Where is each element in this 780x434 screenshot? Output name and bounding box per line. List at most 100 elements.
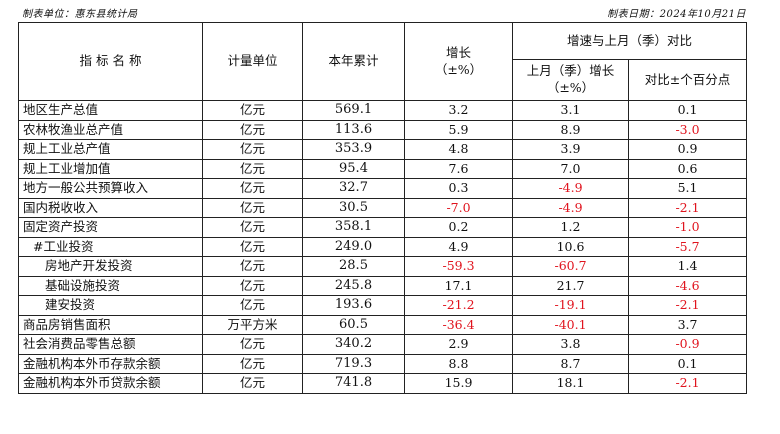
cell-growth: 3.2 — [404, 100, 513, 121]
issuer-label: 制表单位：惠东县统计局 — [22, 9, 138, 20]
cell-growth: 15.9 — [404, 373, 513, 394]
cell-prev-growth: -19.1 — [512, 295, 629, 316]
header-growth-sub: （±%） — [434, 61, 483, 77]
cell-total: 358.1 — [302, 217, 405, 238]
cell-prev-growth: -4.9 — [512, 178, 629, 199]
cell-name: 地方一般公共预算收入 — [18, 178, 203, 199]
table-row: 规上工业总产值 亿元 353.9 4.8 3.9 0.9 — [18, 139, 748, 160]
header-prev-growth-label: 上月（季）增长 — [526, 63, 615, 79]
cell-name: 固定资产投资 — [18, 217, 203, 238]
cell-total: 60.5 — [302, 314, 405, 335]
cell-prev-growth: 3.9 — [512, 139, 629, 160]
cell-name: 规上工业总产值 — [18, 139, 203, 160]
cell-growth: 8.8 — [404, 353, 513, 374]
cell-total: 113.6 — [302, 119, 405, 140]
cell-growth: 5.9 — [404, 119, 513, 140]
cell-prev-growth: 21.7 — [512, 275, 629, 296]
table-row: 国内税收收入 亿元 30.5 -7.0 -4.9 -2.1 — [18, 197, 748, 218]
table-row: 基础设施投资 亿元 245.8 17.1 21.7 -4.6 — [18, 275, 748, 296]
cell-total: 741.8 — [302, 373, 405, 394]
cell-name: 金融机构本外币存款余额 — [18, 353, 203, 374]
cell-name: #工业投资 — [18, 236, 203, 257]
cell-growth: 4.8 — [404, 139, 513, 160]
cell-growth: 4.9 — [404, 236, 513, 257]
cell-unit: 亿元 — [202, 256, 303, 277]
statistics-table: 指 标 名 称 计量单位 本年累计 增长 （±%） 增速与上月（季）对比 上月（… — [18, 22, 748, 394]
table-row: 商品房销售面积 万平方米 60.5 -36.4 -40.1 3.7 — [18, 314, 748, 335]
cell-growth: 7.6 — [404, 158, 513, 179]
cell-total: 245.8 — [302, 275, 405, 296]
cell-diff: -3.0 — [627, 119, 748, 140]
cell-diff: -5.7 — [627, 236, 748, 257]
cell-diff: 0.1 — [627, 100, 748, 121]
header-total: 本年累计 — [302, 22, 405, 101]
cell-unit: 亿元 — [202, 295, 303, 316]
header-diff: 对比±个百分点 — [627, 59, 748, 101]
cell-unit: 亿元 — [202, 100, 303, 121]
cell-unit: 亿元 — [202, 217, 303, 238]
cell-diff: -2.1 — [627, 295, 748, 316]
table-row: 地区生产总值 亿元 569.1 3.2 3.1 0.1 — [18, 100, 748, 121]
table-header: 指 标 名 称 计量单位 本年累计 增长 （±%） 增速与上月（季）对比 上月（… — [18, 22, 748, 101]
cell-diff: -1.0 — [627, 217, 748, 238]
cell-name: 基础设施投资 — [18, 275, 203, 296]
cell-growth: -21.2 — [404, 295, 513, 316]
header-growth: 增长 （±%） — [404, 22, 513, 101]
cell-prev-growth: 3.1 — [512, 100, 629, 121]
cell-prev-growth: 10.6 — [512, 236, 629, 257]
cell-name: 房地产开发投资 — [18, 256, 203, 277]
cell-unit: 亿元 — [202, 197, 303, 218]
cell-name: 规上工业增加值 — [18, 158, 203, 179]
cell-prev-growth: 18.1 — [512, 373, 629, 394]
cell-diff: 0.9 — [627, 139, 748, 160]
table-row: 金融机构本外币贷款余额 亿元 741.8 15.9 18.1 -2.1 — [18, 373, 748, 394]
cell-name: 商品房销售面积 — [18, 314, 203, 335]
cell-diff: 0.1 — [627, 353, 748, 374]
cell-unit: 亿元 — [202, 353, 303, 374]
cell-total: 30.5 — [302, 197, 405, 218]
cell-prev-growth: 8.7 — [512, 353, 629, 374]
cell-growth: -36.4 — [404, 314, 513, 335]
cell-total: 353.9 — [302, 139, 405, 160]
cell-unit: 亿元 — [202, 275, 303, 296]
cell-growth: -59.3 — [404, 256, 513, 277]
cell-growth: 2.9 — [404, 334, 513, 355]
date-label: 制表日期：2024年10月21日 — [607, 9, 746, 20]
cell-prev-growth: -60.7 — [512, 256, 629, 277]
cell-prev-growth: 3.8 — [512, 334, 629, 355]
cell-total: 719.3 — [302, 353, 405, 374]
table-row: 农林牧渔业总产值 亿元 113.6 5.9 8.9 -3.0 — [18, 119, 748, 140]
cell-name: 社会消费品零售总额 — [18, 334, 203, 355]
table-row: 房地产开发投资 亿元 28.5 -59.3 -60.7 1.4 — [18, 256, 748, 277]
header-growth-label: 增长 — [445, 44, 471, 60]
table-body: 地区生产总值 亿元 569.1 3.2 3.1 0.1 农林牧渔业总产值 亿元 113.6 5.9… — [18, 100, 748, 394]
cell-diff: -4.6 — [627, 275, 748, 296]
cell-total: 340.2 — [302, 334, 405, 355]
header-prev-growth: 上月（季）增长 （±%） — [512, 59, 629, 101]
cell-growth: 0.2 — [404, 217, 513, 238]
cell-unit: 亿元 — [202, 334, 303, 355]
header-compare-group: 增速与上月（季）对比 — [511, 22, 748, 60]
cell-prev-growth: -40.1 — [512, 314, 629, 335]
table-row: 金融机构本外币存款余额 亿元 719.3 8.8 8.7 0.1 — [18, 353, 748, 374]
cell-growth: -7.0 — [404, 197, 513, 218]
cell-unit: 亿元 — [202, 373, 303, 394]
table-row: 固定资产投资 亿元 358.1 0.2 1.2 -1.0 — [18, 217, 748, 238]
cell-total: 28.5 — [302, 256, 405, 277]
cell-diff: 0.6 — [627, 158, 748, 179]
cell-prev-growth: -4.9 — [512, 197, 629, 218]
cell-name: 建安投资 — [18, 295, 203, 316]
cell-unit: 亿元 — [202, 119, 303, 140]
header-indicator: 指 标 名 称 — [18, 22, 203, 101]
table-row: 社会消费品零售总额 亿元 340.2 2.9 3.8 -0.9 — [18, 334, 748, 355]
table-row: 地方一般公共预算收入 亿元 32.7 0.3 -4.9 5.1 — [18, 178, 748, 199]
cell-total: 193.6 — [302, 295, 405, 316]
cell-prev-growth: 8.9 — [512, 119, 629, 140]
cell-name: 农林牧渔业总产值 — [18, 119, 203, 140]
cell-unit: 万平方米 — [202, 314, 303, 335]
cell-growth: 17.1 — [404, 275, 513, 296]
cell-diff: -0.9 — [627, 334, 748, 355]
cell-unit: 亿元 — [202, 178, 303, 199]
cell-growth: 0.3 — [404, 178, 513, 199]
header-prev-growth-sub: （±%） — [546, 80, 595, 95]
